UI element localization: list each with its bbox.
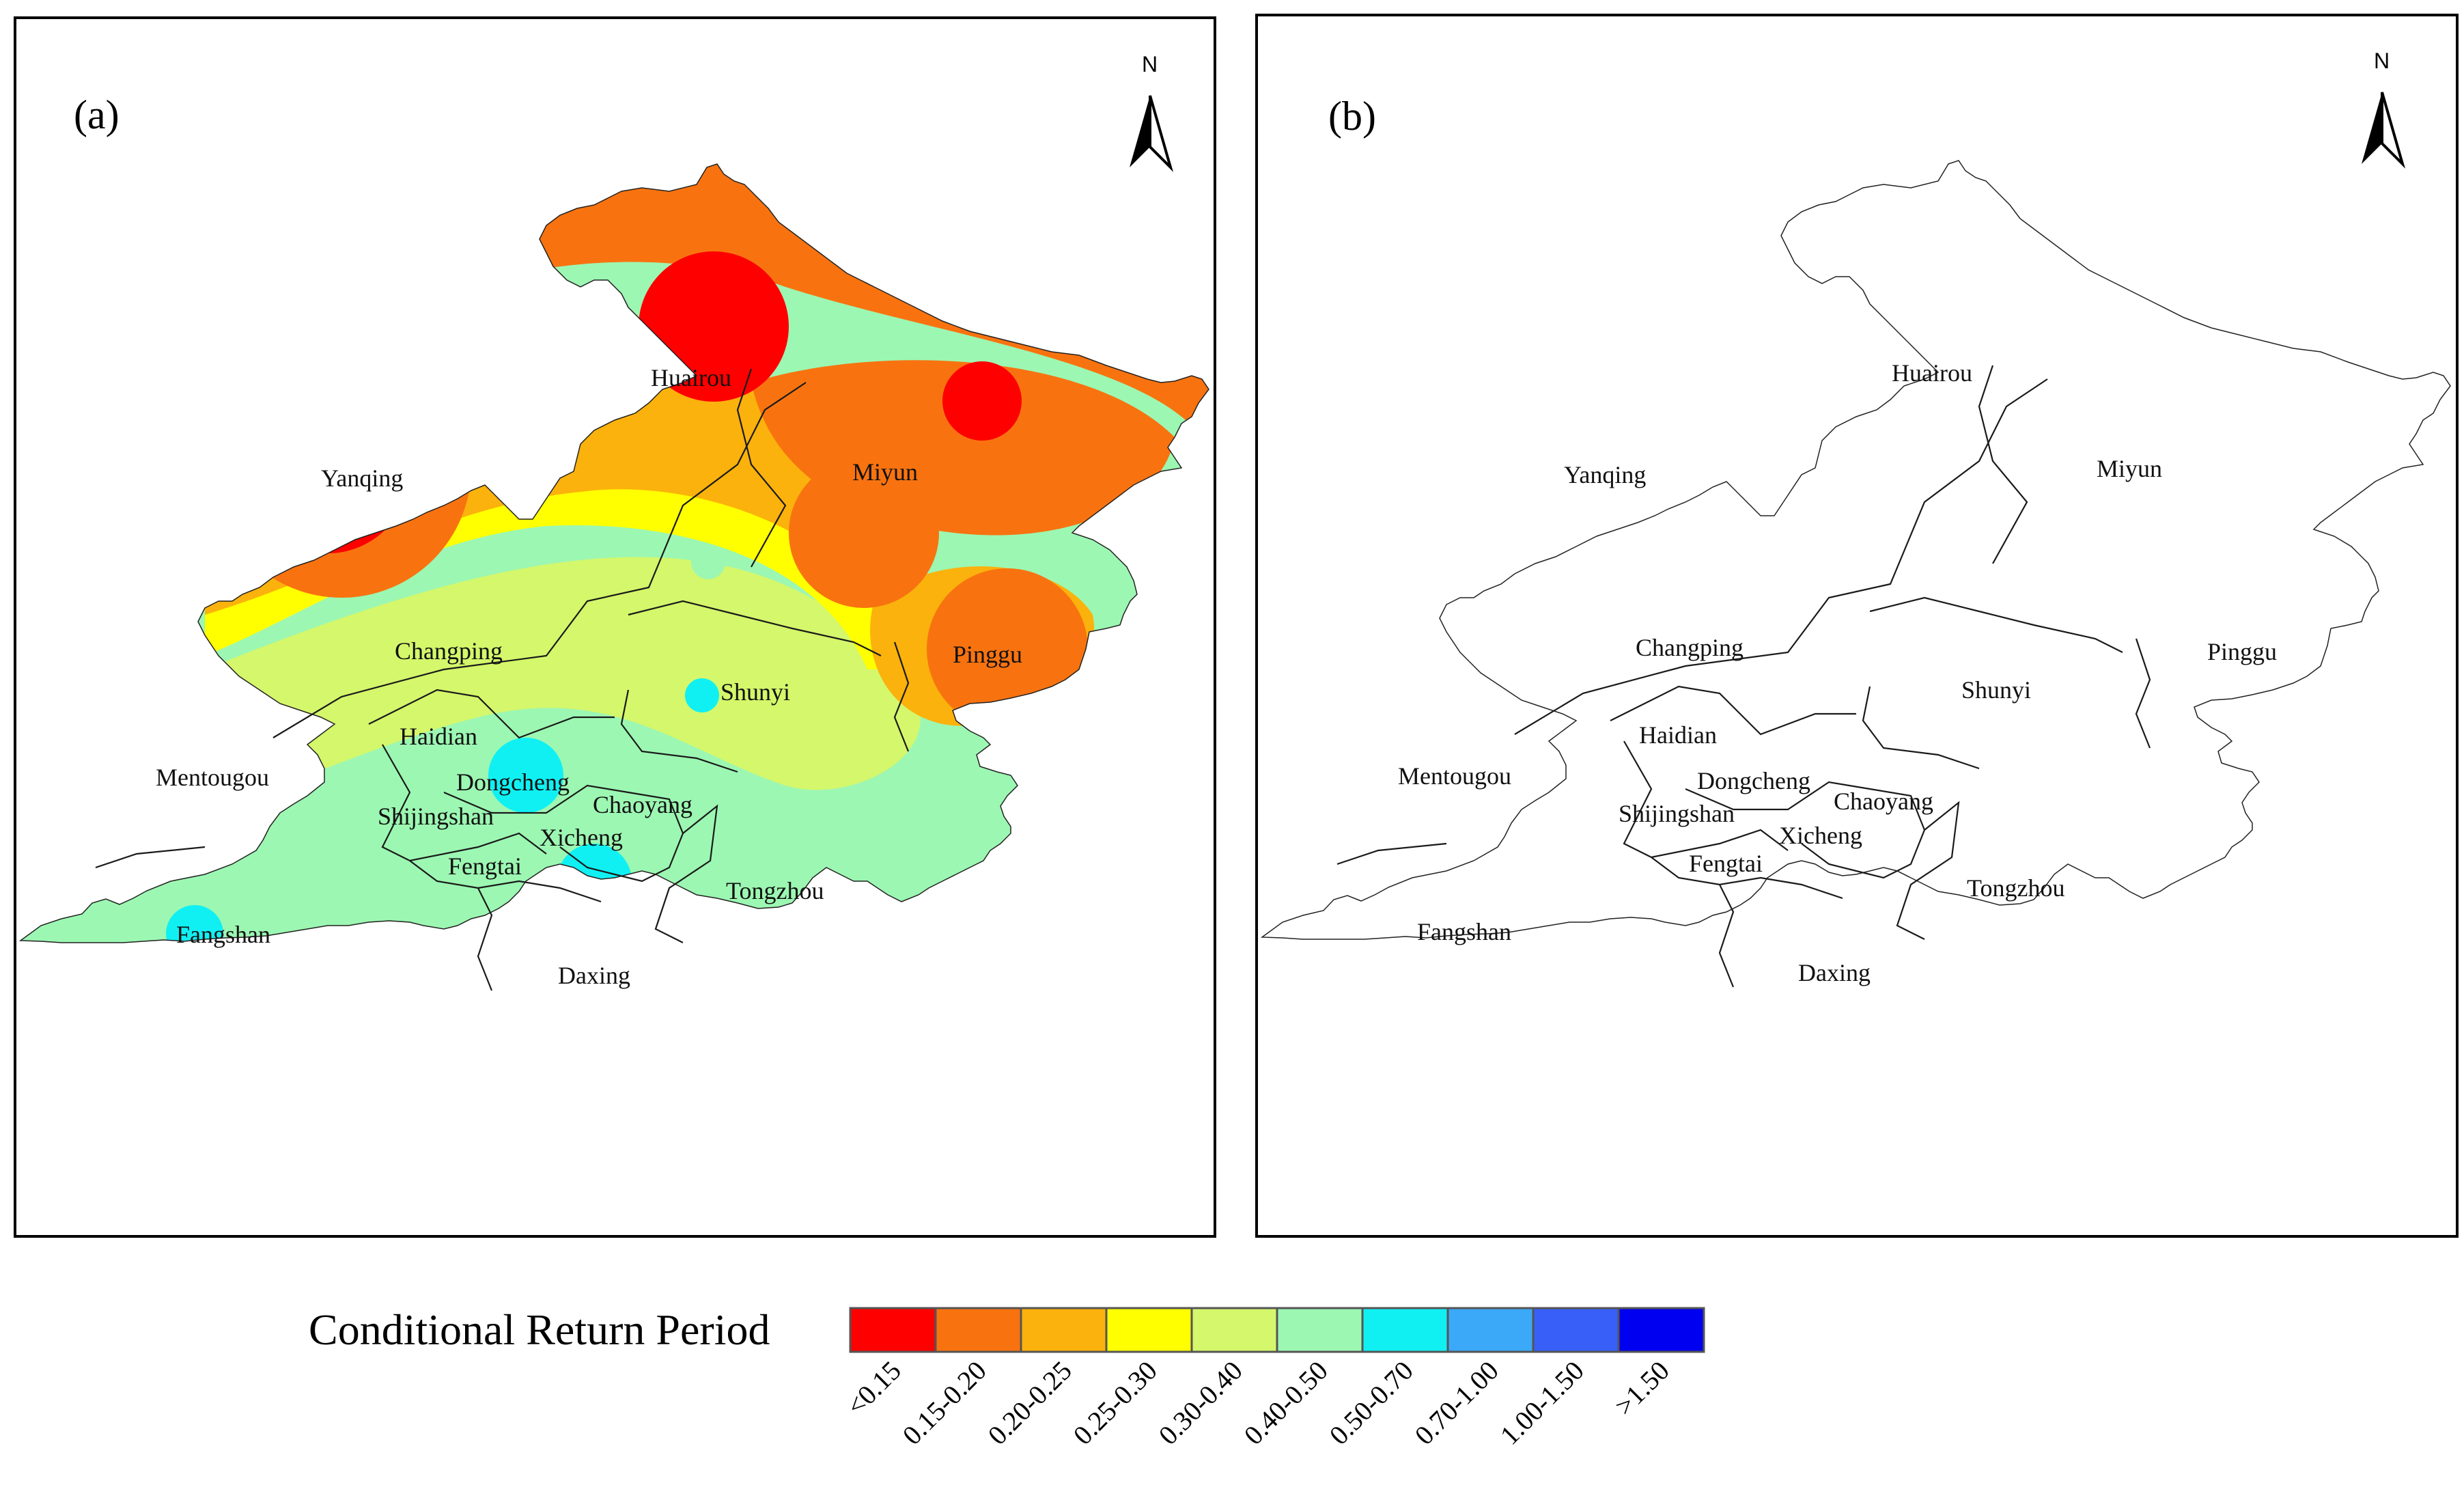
panel-b: (b) N bbox=[1255, 14, 2459, 1238]
legend-swatch bbox=[1617, 1307, 1705, 1353]
legend-tick-label: 0.50-0.70 bbox=[1324, 1355, 1419, 1451]
legend-swatch bbox=[1446, 1307, 1535, 1353]
district-label: Fengtai bbox=[448, 852, 522, 880]
legend: Conditional Return Period <0.150.15-0.20… bbox=[309, 1305, 1705, 1451]
district-label: Changping bbox=[1636, 634, 1744, 661]
district-label: Haidian bbox=[400, 723, 477, 750]
district-label: Changping bbox=[395, 637, 503, 665]
district-label: Shunyi bbox=[1961, 676, 2031, 704]
district-labels-a: Yanqing Huairou Miyun Pinggu Changping S… bbox=[156, 364, 1022, 989]
legend-swatch bbox=[1105, 1307, 1193, 1353]
legend-tick-label: 0.25-0.30 bbox=[1067, 1355, 1163, 1451]
north-arrow: N bbox=[1130, 52, 1174, 172]
district-label: Tongzhou bbox=[726, 877, 824, 904]
legend-swatch bbox=[1190, 1307, 1278, 1353]
spot-changping bbox=[691, 545, 725, 579]
legend-swatch bbox=[934, 1307, 1022, 1353]
district-label: Chaoyang bbox=[1834, 788, 1933, 815]
district-label: Shunyi bbox=[720, 678, 790, 706]
district-label: Daxing bbox=[558, 962, 630, 989]
district-label: Fangshan bbox=[176, 921, 270, 948]
hotspot-miyun-red bbox=[942, 361, 1022, 441]
district-label: Tongzhou bbox=[1967, 874, 2064, 902]
district-label: Daxing bbox=[1798, 959, 1871, 986]
district-labels-b: Yanqing Huairou Miyun Pinggu Changping S… bbox=[1398, 359, 2277, 986]
legend-tick-label: 0.20-0.25 bbox=[982, 1355, 1078, 1451]
district-label: Yanqing bbox=[1564, 461, 1646, 488]
district-label: Dongcheng bbox=[456, 768, 570, 796]
legend-swatch bbox=[1020, 1307, 1108, 1353]
district-label: Yanqing bbox=[321, 464, 403, 492]
legend-tick-label: >1.50 bbox=[1609, 1355, 1675, 1421]
legend-title: Conditional Return Period bbox=[309, 1305, 770, 1354]
district-label: Huairou bbox=[1892, 359, 1972, 387]
district-label: Huairou bbox=[651, 364, 731, 391]
district-label: Fangshan bbox=[1417, 918, 1511, 945]
legend-tick-label: 0.40-0.50 bbox=[1238, 1355, 1334, 1451]
spot-fangshan bbox=[166, 905, 223, 943]
district-label: Xicheng bbox=[540, 824, 623, 851]
hotspot-miyun-orange bbox=[789, 458, 939, 608]
district-label: Pinggu bbox=[2207, 638, 2277, 665]
district-label: Shijingshan bbox=[378, 803, 494, 830]
legend-tick-label: <0.15 bbox=[841, 1355, 907, 1421]
district-label: Chaoyang bbox=[593, 791, 692, 818]
legend-tick-label: 0.30-0.40 bbox=[1153, 1355, 1248, 1451]
district-label: Fengtai bbox=[1689, 850, 1763, 877]
district-label: Mentougou bbox=[156, 764, 269, 791]
legend-swatch bbox=[1532, 1307, 1620, 1353]
panel-a: (a) N bbox=[14, 16, 1216, 1238]
panel-label: (a) bbox=[74, 92, 120, 137]
legend-ticks: <0.150.15-0.200.20-0.250.25-0.300.30-0.4… bbox=[841, 1355, 1675, 1451]
legend-tick-label: 0.70-1.00 bbox=[1409, 1355, 1504, 1451]
legend-tick-label: 0.15-0.20 bbox=[897, 1355, 992, 1451]
north-arrow-letter: N bbox=[1142, 52, 1158, 77]
district-boundaries-a bbox=[20, 163, 1209, 991]
district-label: Pinggu bbox=[953, 641, 1022, 668]
spot-dongcheng bbox=[488, 738, 563, 813]
north-arrow: N bbox=[2362, 48, 2406, 169]
legend-tick-label: 1.00-1.50 bbox=[1494, 1355, 1590, 1451]
legend-swatch bbox=[1276, 1307, 1364, 1353]
panel-label: (b) bbox=[1328, 94, 1376, 139]
district-label: Shijingshan bbox=[1619, 800, 1735, 827]
district-label: Miyun bbox=[852, 458, 918, 486]
district-boundaries-b bbox=[1261, 160, 2451, 988]
district-label: Mentougou bbox=[1398, 762, 1511, 790]
district-label: Miyun bbox=[2097, 455, 2162, 482]
district-label: Xicheng bbox=[1779, 822, 1862, 849]
legend-swatch bbox=[1361, 1307, 1449, 1353]
spot-shunyi bbox=[685, 678, 719, 712]
district-label: Haidian bbox=[1639, 721, 1717, 749]
north-arrow-letter: N bbox=[2374, 48, 2390, 73]
district-label: Dongcheng bbox=[1697, 767, 1810, 794]
legend-swatch bbox=[849, 1307, 937, 1353]
legend-swatches bbox=[849, 1307, 1705, 1353]
